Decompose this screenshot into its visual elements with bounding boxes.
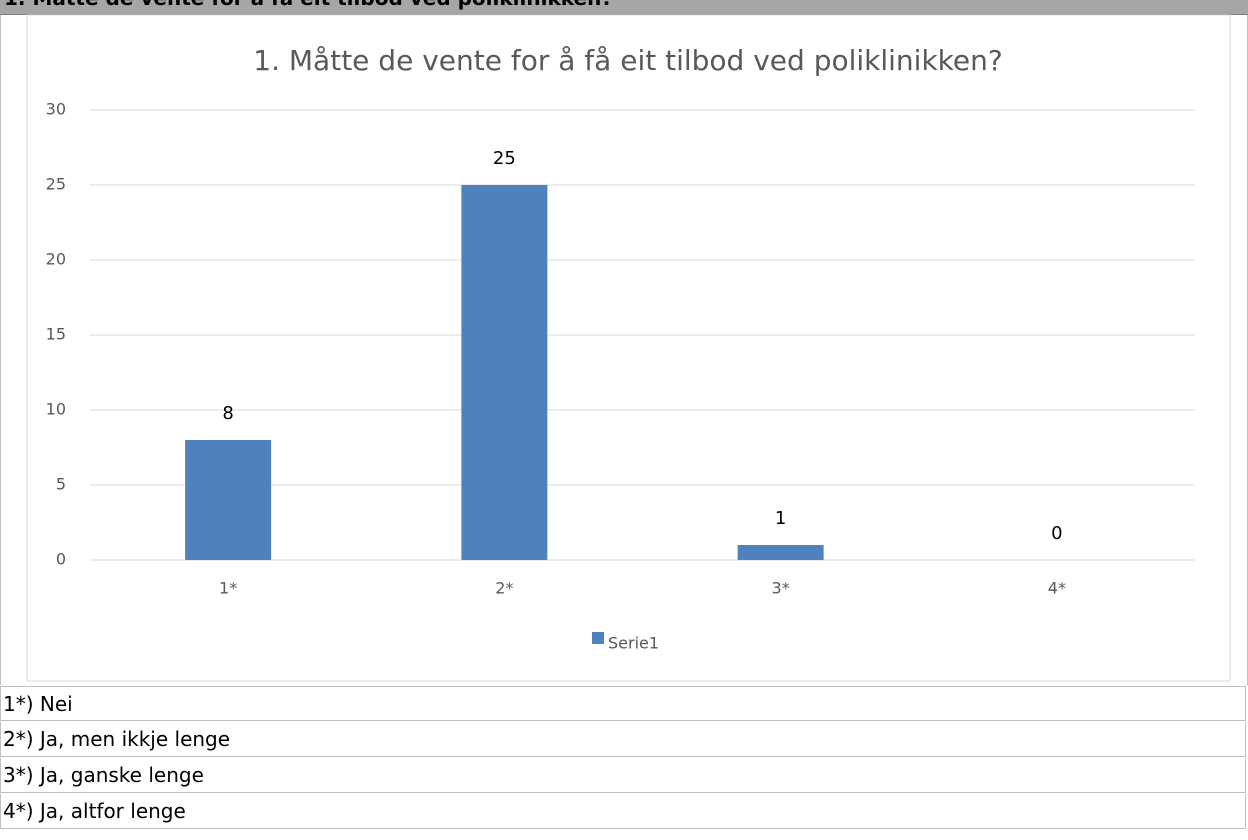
note-row: 3*) Ja, ganske lenge <box>0 758 1246 793</box>
bar <box>185 440 272 560</box>
chart-title: 1. Måtte de vente for å få eit tilbod ve… <box>253 44 1002 77</box>
bar <box>737 545 824 560</box>
data-label: 1 <box>775 508 786 529</box>
y-tick-label: 20 <box>46 250 66 269</box>
data-label: 8 <box>222 403 233 424</box>
header-title: 1. Måtte de vente for å få eit tilbod ve… <box>4 0 613 10</box>
data-label: 0 <box>1051 523 1062 544</box>
y-tick-label: 15 <box>46 325 66 344</box>
y-tick-label: 0 <box>56 550 66 569</box>
y-tick-label: 30 <box>46 100 66 119</box>
note-row: 1*) Nei <box>0 686 1246 721</box>
legend-label: Serie1 <box>608 634 659 653</box>
y-tick-label: 5 <box>56 475 66 494</box>
y-tick-label: 25 <box>46 175 66 194</box>
x-tick-label: 4* <box>1048 579 1066 598</box>
bar <box>461 185 548 560</box>
note-row: 4*) Ja, altfor lenge <box>0 794 1246 829</box>
x-tick-label: 2* <box>495 579 513 598</box>
chart: 1. Måtte de vente for å få eit tilbod ve… <box>26 14 1231 682</box>
data-label: 25 <box>493 148 516 169</box>
y-tick-label: 10 <box>46 400 66 419</box>
x-tick-label: 1* <box>219 579 237 598</box>
x-tick-label: 3* <box>772 579 790 598</box>
note-row: 2*) Ja, men ikkje lenge <box>0 722 1246 757</box>
legend-swatch <box>592 632 604 644</box>
chart-area <box>26 14 1231 682</box>
